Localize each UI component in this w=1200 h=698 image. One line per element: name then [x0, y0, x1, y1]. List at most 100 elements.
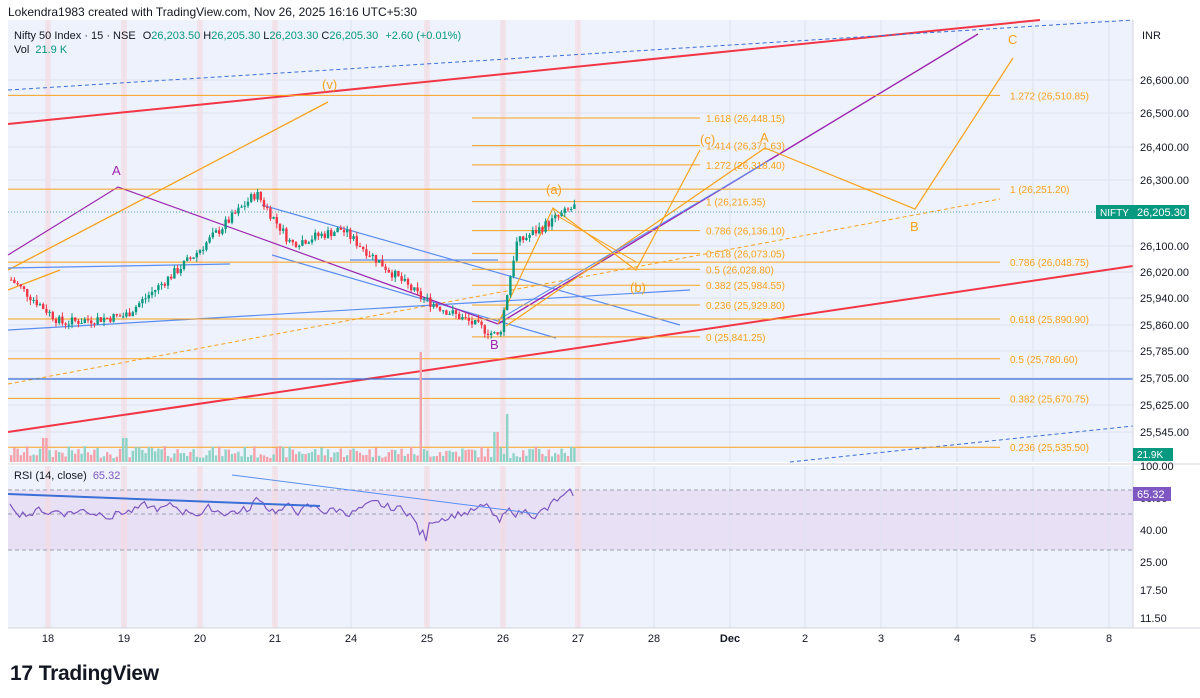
- volume-bar: [326, 449, 330, 462]
- rsi-legend[interactable]: RSI (14, close) 65.32: [14, 470, 120, 482]
- price-pane[interactable]: [8, 20, 1133, 462]
- orange-big-wave: [505, 57, 1014, 327]
- volume-bar: [368, 449, 371, 462]
- candle-body: [512, 260, 515, 277]
- candle-body: [323, 233, 326, 238]
- tradingview-brand[interactable]: 17 TradingView: [10, 662, 159, 686]
- volume-bar: [54, 450, 58, 462]
- price-axis[interactable]: 26,600.00 26,500.00 26,400.00 26,300.00 26,1…: [1140, 75, 1189, 439]
- candle-body: [118, 315, 122, 317]
- fib-level-label: 0.382 (25,670.75): [1010, 394, 1089, 405]
- time-tick-label: 28: [648, 633, 660, 645]
- candle-body: [211, 232, 214, 238]
- time-axis[interactable]: 18 19 20 21 24 25 26 27 28 Dec 2 3 4 5 8: [42, 633, 1112, 645]
- candle-body: [368, 255, 371, 257]
- candle-body: [374, 254, 378, 263]
- volume-bar: [205, 455, 208, 462]
- candle-body: [570, 208, 573, 210]
- candle-body: [10, 279, 13, 281]
- volume-bar: [221, 456, 224, 462]
- candle-body: [307, 242, 310, 244]
- volume-bar: [563, 452, 566, 462]
- volume-bar: [198, 457, 202, 462]
- currency-label: INR: [1142, 30, 1161, 42]
- volume-bar: [246, 456, 250, 462]
- time-tick-label: Dec: [720, 633, 740, 645]
- volume-bar: [320, 447, 323, 462]
- candle-body: [77, 320, 80, 324]
- svg-text:NIFTY: NIFTY: [1100, 208, 1129, 219]
- volume-bar: [131, 450, 134, 462]
- candle-body: [189, 257, 192, 259]
- volume-bar: [80, 453, 83, 462]
- volume-bar: [102, 456, 106, 462]
- tradingview-logo-icon: 17: [10, 662, 33, 685]
- symbol-legend[interactable]: Nifty 50 Index · 15 · NSE O26,203.50 H26…: [14, 29, 461, 44]
- volume-bar: [269, 457, 272, 462]
- fib-level-label: 0.786 (26,048.75): [1010, 258, 1089, 269]
- volume-bar: [170, 457, 173, 462]
- rsi-value: 65.32: [92, 470, 121, 482]
- rsi-tick-label: 25.00: [1140, 557, 1168, 569]
- candle-body: [131, 312, 134, 317]
- candle-body: [451, 310, 454, 314]
- volume-bar: [470, 449, 474, 462]
- candle-body: [42, 304, 45, 309]
- volume-bar: [128, 457, 131, 462]
- candle-body: [70, 317, 74, 325]
- candle-body: [515, 241, 518, 261]
- volume-bar: [243, 446, 246, 462]
- volume-bar: [182, 452, 186, 462]
- volume-bar: [547, 449, 550, 462]
- wave-label-v: (v): [322, 77, 337, 92]
- volume-bar: [371, 456, 374, 462]
- candle-body: [378, 260, 381, 263]
- svg-text:26,205.30: 26,205.30: [1137, 207, 1186, 219]
- volume-bar: [70, 450, 74, 462]
- volume-bar: [304, 454, 307, 462]
- volume-value: 21.9 K: [35, 44, 68, 56]
- volume-bar: [45, 438, 48, 462]
- candle-body: [355, 236, 358, 246]
- candle-body: [304, 240, 307, 244]
- close-value: 26,205.30: [329, 30, 379, 42]
- volume-bar: [560, 448, 563, 462]
- volume-legend[interactable]: Vol 21.9 K: [14, 44, 67, 56]
- candle-body: [48, 311, 51, 313]
- price-tick-label: 25,940.00: [1140, 293, 1189, 305]
- fib-level-label: 0.236 (25,929.80): [706, 301, 785, 312]
- fib-right-levels: 1.272 (26,510.85) 1 (26,251.20) 0.786 (26,…: [8, 91, 1089, 454]
- candle-body: [486, 333, 490, 336]
- volume-bar: [355, 450, 358, 462]
- time-tick-label: 26: [497, 633, 509, 645]
- candle-body: [320, 233, 323, 237]
- volume-bar: [64, 456, 67, 462]
- volume-bar: [438, 452, 442, 462]
- wave-label-C-orange: C: [1008, 32, 1017, 47]
- candle-body: [192, 257, 195, 259]
- candle-body: [13, 279, 16, 284]
- credit-line: Lokendra1983 created with TradingView.co…: [8, 5, 418, 19]
- candle-body: [294, 242, 298, 248]
- candle-body: [285, 228, 288, 242]
- volume-bar: [83, 446, 86, 462]
- symbol-title[interactable]: Nifty 50 Index · 15 · NSE: [14, 30, 136, 42]
- volume-bar: [275, 447, 278, 462]
- candle-body: [16, 283, 19, 285]
- candle-body: [342, 229, 346, 233]
- volume-bar: [253, 446, 256, 462]
- candle-body: [195, 252, 198, 258]
- rsi-value-badge: 65.32: [1133, 487, 1171, 501]
- fib-level-label: 0 (25,841.25): [706, 333, 766, 344]
- candle-body: [483, 325, 486, 334]
- candle-body: [282, 228, 285, 231]
- volume-bar: [35, 455, 38, 462]
- volume-bar: [208, 450, 211, 462]
- wave-labels: (v) (a) (b) (c) A B A B C: [112, 32, 1017, 352]
- volume-bar: [314, 449, 317, 462]
- wave-label-B-purple: B: [490, 337, 499, 352]
- volume-bar: [16, 448, 19, 462]
- volume-bar: [502, 453, 506, 462]
